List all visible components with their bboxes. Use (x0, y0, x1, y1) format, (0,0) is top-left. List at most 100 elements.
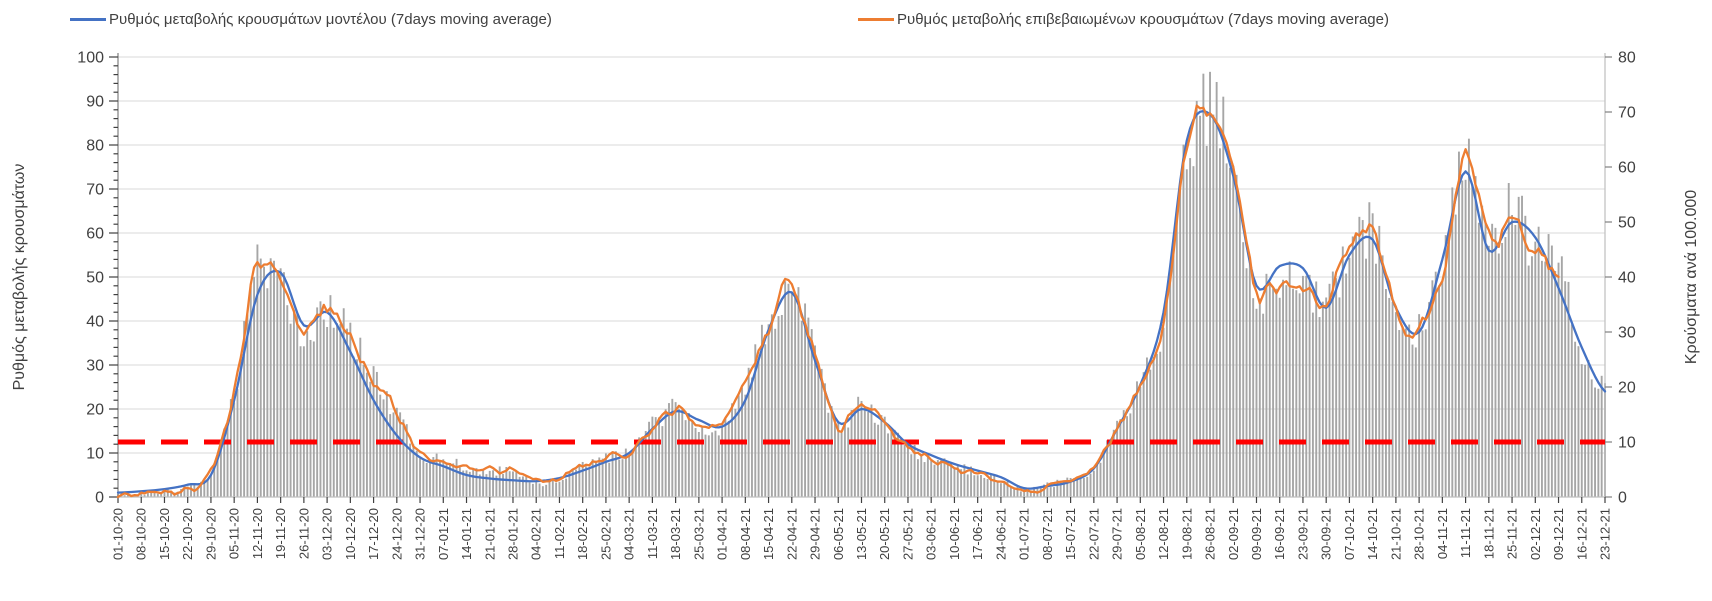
left-axis-tick-label: 70 (86, 182, 104, 199)
left-axis-tick-label: 90 (86, 94, 104, 111)
x-axis-tick-label: 11-11-21 (1458, 508, 1473, 558)
x-axis-tick-label: 11-02-21 (552, 508, 567, 559)
x-axis-tick-label: 16-12-21 (1574, 508, 1589, 560)
x-axis-tick-label: 01-10-20 (111, 508, 126, 560)
left-axis-tick-label: 80 (86, 138, 104, 155)
right-axis-tick-label: 10 (1618, 435, 1636, 452)
x-axis-tick-label: 29-04-21 (808, 508, 823, 560)
x-axis-tick-label: 24-06-21 (993, 508, 1008, 560)
line-series-model (116, 109, 1607, 494)
chart-legend: Ρυθμός μεταβολής κρουσμάτων μοντέλου (7d… (0, 8, 1712, 34)
x-axis-tick-label: 15-07-21 (1063, 508, 1078, 560)
x-axis-tick-label: 19-11-20 (273, 508, 288, 559)
x-axis-tick-label: 01-04-21 (715, 508, 730, 560)
right-axis-title: Κρούσματα ανά 100.000 (1683, 190, 1700, 364)
left-axis-tick-label: 20 (86, 402, 104, 419)
x-axis-tick-label: 12-11-20 (250, 508, 265, 559)
x-axis-tick-label: 19-08-21 (1179, 508, 1194, 560)
x-axis-tick-label: 02-12-21 (1528, 508, 1543, 560)
x-axis-tick-label: 10-12-20 (343, 508, 358, 560)
x-axis-tick-label: 04-03-21 (622, 508, 637, 560)
x-axis-tick-label: 12-08-21 (1156, 508, 1171, 560)
x-axis-tick-label: 21-01-21 (482, 508, 497, 560)
x-axis-tick-label: 16-09-21 (1272, 508, 1287, 560)
x-axis-tick-label: 25-11-21 (1505, 508, 1520, 559)
x-axis-tick-label: 06-05-21 (831, 508, 846, 560)
x-axis-tick-label: 24-12-20 (389, 508, 404, 560)
left-axis-tick-label: 0 (95, 490, 104, 507)
bar-series-daily-cases (117, 71, 1606, 498)
x-axis-tick-label: 21-10-21 (1388, 508, 1403, 560)
x-axis-tick-label: 04-02-21 (529, 508, 544, 560)
x-axis-tick-label: 09-09-21 (1249, 508, 1264, 560)
x-axis-tick-label: 18-03-21 (668, 508, 683, 560)
left-axis-tick-label: 40 (86, 314, 104, 331)
x-axis-tick-label: 08-10-20 (134, 508, 149, 560)
x-axis-tick-label: 28-10-21 (1412, 508, 1427, 560)
x-axis-tick-label: 22-10-20 (180, 508, 195, 560)
x-axis-tick-label: 07-01-21 (436, 508, 451, 560)
left-axis-tick-label: 10 (86, 446, 104, 463)
x-axis-tick-label: 18-02-21 (575, 508, 590, 560)
x-axis-tick-label: 27-05-21 (900, 508, 915, 560)
x-axis-tick-label: 11-03-21 (645, 508, 660, 559)
legend-item-confirmed: Ρυθμός μεταβολής επιβεβαιωμένων κρουσμάτ… (858, 8, 1389, 30)
x-axis-tick-label: 01-07-21 (1017, 508, 1032, 560)
left-axis-tick-label: 50 (86, 270, 104, 287)
x-axis-tick-label: 15-10-20 (157, 508, 172, 560)
axes: 0 10 20 30 40 50 60 70 80 90 100 0 10 20 30 40 50 60 70 80 0… (11, 50, 1700, 561)
x-axis-tick-label: 17-12-20 (366, 508, 381, 560)
x-axis-tick-label: 02-09-21 (1226, 508, 1241, 560)
legend-line-orange-icon (858, 17, 894, 21)
right-axis-tick-label: 80 (1618, 50, 1636, 67)
legend-label-confirmed: Ρυθμός μεταβολής επιβεβαιωμένων κρουσμάτ… (897, 10, 1389, 28)
right-axis-tick-label: 70 (1618, 105, 1636, 122)
legend-item-model: Ρυθμός μεταβολής κρουσμάτων μοντέλου (7d… (70, 8, 552, 30)
x-axis-tick-label: 22-07-21 (1086, 508, 1101, 560)
x-axis-tick-label: 23-12-21 (1598, 508, 1613, 560)
x-axis-tick-label: 14-01-21 (459, 508, 474, 560)
x-axis-tick-label: 26-08-21 (1203, 508, 1218, 560)
right-axis-tick-label: 40 (1618, 270, 1636, 287)
x-axis-tick-label: 15-04-21 (761, 508, 776, 560)
x-axis-tick-label: 31-12-20 (413, 508, 428, 560)
x-axis-tick-label: 25-02-21 (598, 508, 613, 560)
right-axis-tick-label: 30 (1618, 325, 1636, 342)
left-axis-tick-label: 60 (86, 226, 104, 243)
x-axis-tick-label: 03-06-21 (924, 508, 939, 560)
x-axis-tick-label: 20-05-21 (877, 508, 892, 560)
right-axis-tick-label: 50 (1618, 215, 1636, 232)
x-axis-tick-label: 05-11-20 (227, 508, 242, 559)
left-axis-title: Ρυθμός μεταβολής κρουσμάτων (11, 164, 28, 391)
x-axis-tick-label: 22-04-21 (784, 508, 799, 560)
x-axis-tick-label: 04-11-21 (1435, 508, 1450, 559)
right-axis-tick-label: 60 (1618, 160, 1636, 177)
left-axis-tick-label: 100 (77, 50, 104, 67)
x-axis-tick-label: 08-07-21 (1040, 508, 1055, 560)
x-axis-tick-label: 18-11-21 (1481, 508, 1496, 559)
x-axis-tick-label: 14-10-21 (1365, 508, 1380, 560)
x-axis-tick-label: 08-04-21 (738, 508, 753, 560)
left-axis-tick-label: 30 (86, 358, 104, 375)
x-axis-tick-label: 29-07-21 (1110, 508, 1125, 560)
x-axis-tick-label: 23-09-21 (1295, 508, 1310, 560)
x-axis-tick-label: 05-08-21 (1133, 508, 1148, 560)
x-axis-tick-label: 10-06-21 (947, 508, 962, 560)
x-axis-tick-label: 28-01-21 (505, 508, 520, 560)
x-axis-tick-label: 29-10-20 (203, 508, 218, 560)
x-axis-tick-label: 17-06-21 (970, 508, 985, 560)
x-axis-tick-label: 03-12-20 (320, 508, 335, 560)
x-axis-tick-label: 09-12-21 (1551, 508, 1566, 560)
x-axis-tick-label: 26-11-20 (296, 508, 311, 559)
line-series-confirmed (116, 104, 1560, 499)
legend-label-model: Ρυθμός μεταβολής κρουσμάτων μοντέλου (7d… (109, 10, 552, 28)
x-axis-tick-label: 25-03-21 (691, 508, 706, 560)
legend-line-blue-icon (70, 17, 106, 21)
x-axis-tick-label: 13-05-21 (854, 508, 869, 560)
right-axis-tick-label: 20 (1618, 380, 1636, 397)
right-axis-tick-label: 0 (1618, 490, 1627, 507)
x-axis-tick-label: 30-09-21 (1319, 508, 1334, 560)
x-axis-tick-label: 07-10-21 (1342, 508, 1357, 560)
